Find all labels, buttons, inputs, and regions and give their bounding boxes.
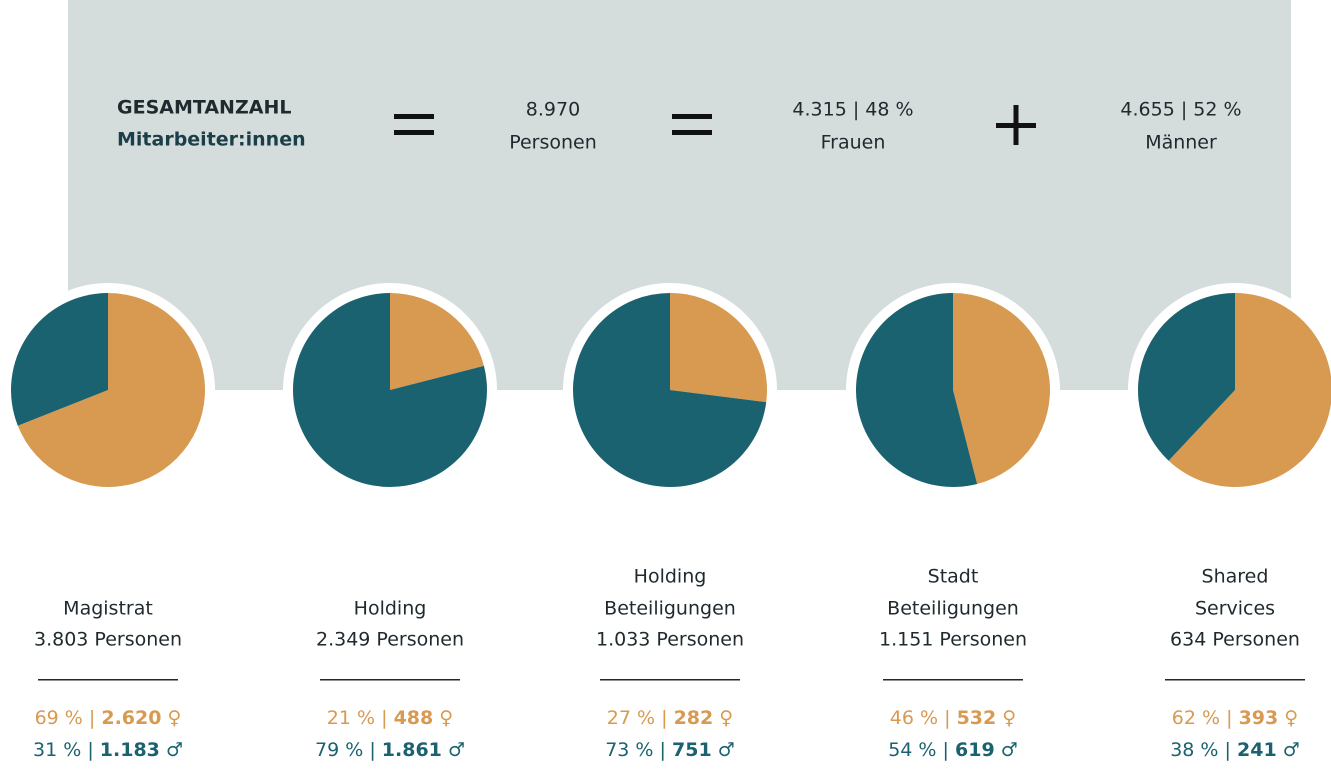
gender-line: 27 % | 282 ♀ bbox=[607, 707, 733, 729]
separator: | bbox=[660, 739, 666, 761]
divider bbox=[883, 679, 1023, 681]
share-label: 54 % bbox=[888, 739, 936, 761]
pie-slice bbox=[855, 293, 978, 488]
summary-label: GESAMTANZAHL bbox=[117, 97, 291, 119]
share-label: 69 % bbox=[35, 707, 83, 729]
pie-subtitle: 1.033 Personen bbox=[596, 629, 744, 651]
share-label: 21 % bbox=[327, 707, 375, 729]
total-unit: Personen bbox=[509, 132, 597, 154]
share-label: 62 % bbox=[1172, 707, 1220, 729]
total-value: 8.970 bbox=[526, 99, 580, 121]
separator: | bbox=[87, 739, 93, 761]
pie-title: Shared bbox=[1202, 566, 1269, 588]
pie-slice bbox=[1138, 293, 1235, 461]
pie-slice bbox=[17, 293, 206, 487]
divider bbox=[1165, 679, 1305, 681]
share-label: 38 % bbox=[1170, 739, 1218, 761]
divider bbox=[600, 679, 740, 681]
pie-slice bbox=[572, 293, 767, 487]
pie-slice bbox=[670, 293, 767, 403]
share-label: 79 % bbox=[315, 739, 363, 761]
pie-slice bbox=[292, 293, 487, 487]
gender-symbol: ♀ bbox=[168, 707, 182, 729]
pie-title: Magistrat bbox=[63, 598, 153, 620]
men-label: Männer bbox=[1145, 132, 1217, 154]
divider bbox=[320, 679, 460, 681]
equals-sign bbox=[394, 114, 434, 135]
gender-symbol: ♂ bbox=[166, 739, 183, 761]
separator: | bbox=[369, 739, 375, 761]
count-label: 393 bbox=[1239, 707, 1279, 729]
divider bbox=[38, 679, 178, 681]
separator: | bbox=[89, 707, 95, 729]
count-label: 1.861 bbox=[382, 739, 442, 761]
share-label: 27 % bbox=[607, 707, 655, 729]
gender-line: 73 % | 751 ♂ bbox=[605, 739, 735, 761]
pie-slice bbox=[953, 293, 1050, 484]
separator: | bbox=[661, 707, 667, 729]
share-label: 31 % bbox=[33, 739, 81, 761]
separator: | bbox=[943, 739, 949, 761]
separator: | bbox=[1226, 707, 1232, 729]
gender-line: 62 % | 393 ♀ bbox=[1172, 707, 1298, 729]
gender-symbol: ♀ bbox=[1284, 707, 1298, 729]
separator: | bbox=[1225, 739, 1231, 761]
separator: | bbox=[381, 707, 387, 729]
gender-symbol: ♀ bbox=[1002, 707, 1016, 729]
women-total: 4.315 | 48 % bbox=[792, 99, 913, 121]
men-total: 4.655 | 52 % bbox=[1120, 99, 1241, 121]
gender-symbol: ♂ bbox=[448, 739, 465, 761]
count-label: 1.183 bbox=[100, 739, 160, 761]
summary-label: Mitarbeiter:innen bbox=[117, 129, 306, 151]
pie-subtitle: 634 Personen bbox=[1170, 629, 1300, 651]
pie-slice bbox=[10, 293, 109, 426]
count-label: 241 bbox=[1237, 739, 1277, 761]
gender-symbol: ♀ bbox=[719, 707, 733, 729]
gender-symbol: ♂ bbox=[1001, 739, 1018, 761]
gender-line: 79 % | 1.861 ♂ bbox=[315, 739, 465, 761]
pie-title: Beteiligungen bbox=[887, 598, 1019, 620]
pie-slice bbox=[1168, 293, 1331, 487]
pie-title: Beteiligungen bbox=[604, 598, 736, 620]
gender-line: 38 % | 241 ♂ bbox=[1170, 739, 1300, 761]
gender-line: 31 % | 1.183 ♂ bbox=[33, 739, 183, 761]
share-label: 73 % bbox=[605, 739, 653, 761]
pie-title: Stadt bbox=[928, 566, 979, 588]
gender-symbol: ♀ bbox=[439, 707, 453, 729]
gender-line: 54 % | 619 ♂ bbox=[888, 739, 1018, 761]
pie-title: Services bbox=[1195, 598, 1275, 620]
pie-slice bbox=[390, 293, 484, 390]
plus-sign bbox=[996, 105, 1036, 145]
gender-symbol: ♂ bbox=[718, 739, 735, 761]
pie-title: Holding bbox=[634, 566, 707, 588]
pie-subtitle: 3.803 Personen bbox=[34, 629, 182, 651]
count-label: 282 bbox=[674, 707, 714, 729]
women-label: Frauen bbox=[821, 132, 886, 154]
gender-symbol: ♂ bbox=[1283, 739, 1300, 761]
gender-line: 69 % | 2.620 ♀ bbox=[35, 707, 182, 729]
gender-line: 46 % | 532 ♀ bbox=[890, 707, 1016, 729]
gender-line: 21 % | 488 ♀ bbox=[327, 707, 453, 729]
pie-subtitle: 1.151 Personen bbox=[879, 629, 1027, 651]
pie-title: Holding bbox=[354, 598, 427, 620]
count-label: 619 bbox=[955, 739, 995, 761]
separator: | bbox=[944, 707, 950, 729]
pie-subtitle: 2.349 Personen bbox=[316, 629, 464, 651]
count-label: 2.620 bbox=[101, 707, 161, 729]
equals-sign bbox=[672, 114, 712, 135]
count-label: 532 bbox=[957, 707, 997, 729]
share-label: 46 % bbox=[890, 707, 938, 729]
count-label: 751 bbox=[672, 739, 712, 761]
count-label: 488 bbox=[394, 707, 434, 729]
